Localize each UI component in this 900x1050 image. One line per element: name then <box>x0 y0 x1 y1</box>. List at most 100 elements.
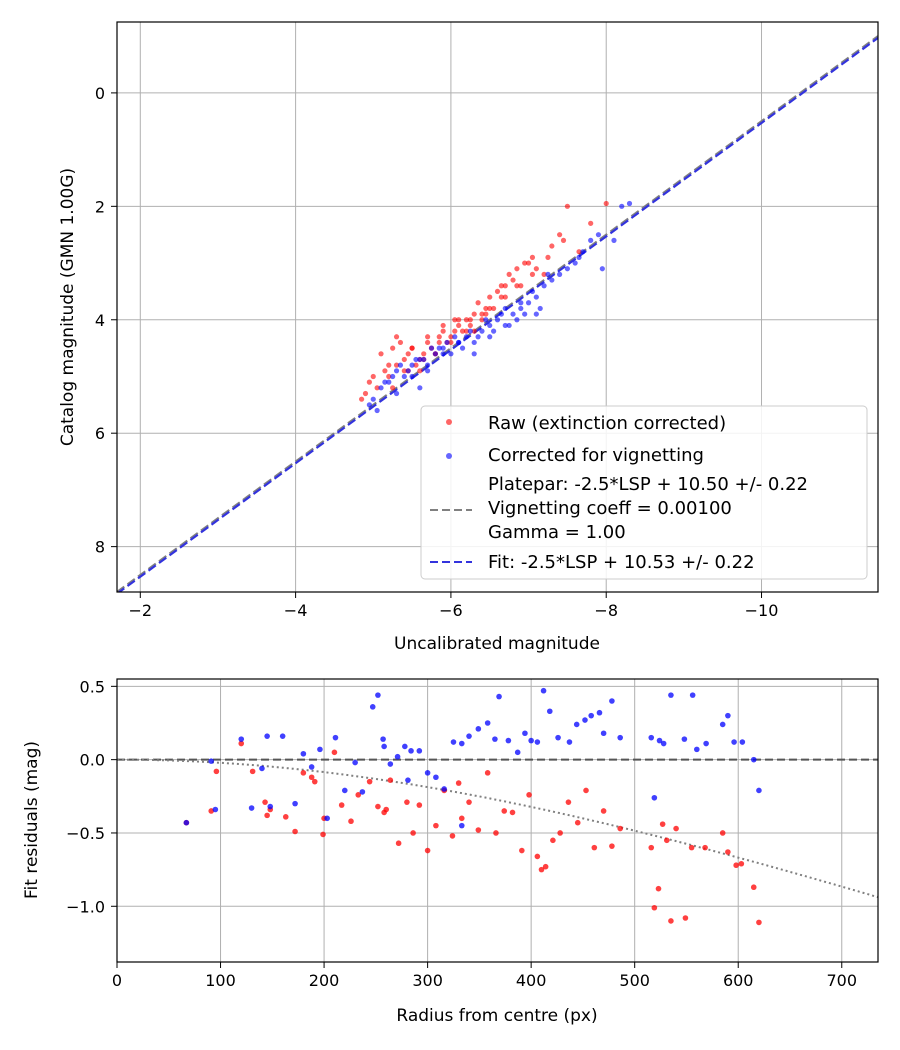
corrected-point <box>421 356 427 363</box>
raw-point <box>452 328 458 334</box>
bot-x-tick-label: 700 <box>826 971 857 990</box>
corrected-point <box>599 266 605 272</box>
legend-label-raw: Raw (extinction corrected) <box>488 413 726 434</box>
corrected-point <box>609 698 615 704</box>
corrected-point <box>300 750 307 757</box>
corrected-point <box>450 739 457 745</box>
corrected-point <box>405 368 411 374</box>
vignetting-curve <box>117 758 878 899</box>
top-axes-frame <box>116 21 879 593</box>
legend: Raw (extinction corrected) Corrected for… <box>420 405 868 580</box>
raw-point <box>348 818 354 825</box>
corrected-point <box>555 734 561 741</box>
bot-x-tick-label: 500 <box>619 971 650 990</box>
bottom-gridlines <box>116 679 878 962</box>
raw-point <box>463 328 470 334</box>
raw-point <box>663 837 670 844</box>
corrected-point <box>402 743 408 750</box>
corrected-point <box>458 822 465 829</box>
top-y-ticks: 0 2 4 6 8 <box>95 84 117 557</box>
corrected-point <box>534 739 541 745</box>
corrected-point <box>731 739 737 745</box>
residuals-plot: 0 100 200 300 400 500 600 700 0.5 0.0 −0.5 −1.0 Ra… <box>22 677 879 1026</box>
corrected-point <box>582 717 588 723</box>
corrected-point <box>668 692 674 698</box>
raw-point <box>448 339 454 346</box>
raw-point <box>463 317 470 323</box>
corrected-point <box>545 271 551 277</box>
top-y-tick-label: 6 <box>95 424 105 443</box>
raw-point <box>733 862 739 869</box>
corrected-point <box>212 806 219 813</box>
corrected-point <box>369 704 376 710</box>
raw-point <box>440 328 446 334</box>
raw-point <box>471 311 477 317</box>
raw-point <box>467 322 473 329</box>
corrected-point <box>267 803 274 810</box>
top-x-tick-label: −10 <box>745 601 779 620</box>
corrected-point <box>487 334 493 340</box>
raw-point <box>417 368 423 374</box>
top-data-points <box>359 200 633 414</box>
corrected-point <box>397 362 404 368</box>
corrected-point <box>380 736 386 742</box>
fit-line <box>117 36 878 592</box>
raw-point <box>498 294 504 300</box>
raw-point <box>529 254 536 260</box>
raw-point <box>538 866 545 873</box>
raw-point <box>549 243 555 249</box>
corrected-point <box>588 712 595 719</box>
corrected-point <box>393 368 400 374</box>
corrected-point <box>588 237 594 243</box>
raw-point <box>519 847 525 854</box>
raw-point <box>588 220 594 226</box>
corrected-point <box>405 777 411 783</box>
raw-point <box>738 860 745 867</box>
raw-point <box>409 345 415 351</box>
legend-label-gamma: Gamma = 1.00 <box>488 522 626 543</box>
bottom-axes-frame <box>116 678 879 963</box>
corrected-point <box>248 805 255 811</box>
corrected-point <box>522 730 528 737</box>
raw-point <box>487 305 493 312</box>
corrected-point <box>208 758 215 764</box>
bot-x-tick-label: 300 <box>412 971 443 990</box>
corrected-point <box>308 764 315 770</box>
corrected-point <box>487 322 493 329</box>
corrected-point <box>428 345 435 351</box>
raw-point <box>386 373 392 380</box>
corrected-point <box>359 789 366 795</box>
bottom-y-axis-label: Fit residuals (mag) <box>22 741 42 899</box>
corrected-point <box>502 305 508 312</box>
corrected-point <box>416 748 423 754</box>
corrected-point <box>756 787 762 794</box>
raw-point <box>456 317 462 323</box>
corrected-point <box>417 385 423 391</box>
raw-point <box>375 803 381 810</box>
raw-point <box>338 802 345 808</box>
corrected-point <box>596 709 603 716</box>
corrected-point <box>572 260 578 266</box>
raw-point <box>509 809 516 816</box>
raw-point <box>688 844 695 851</box>
raw-point <box>668 918 674 924</box>
raw-point <box>510 277 516 283</box>
raw-point <box>390 345 396 351</box>
raw-point <box>550 837 556 844</box>
corrected-point <box>467 328 473 334</box>
raw-point <box>213 768 220 775</box>
corrected-point <box>522 311 528 317</box>
raw-point <box>529 271 536 277</box>
corrected-point <box>475 726 482 732</box>
corrected-point <box>458 740 465 747</box>
corrected-point <box>580 249 586 255</box>
corrected-point <box>409 362 415 368</box>
raw-point <box>501 808 508 814</box>
calibration-plot: −2 −4 −6 −8 −10 0 2 4 6 8 Uncalibrated magnitude… <box>58 21 879 654</box>
raw-point <box>494 288 501 295</box>
bot-y-tick-label: −1.0 <box>66 897 105 916</box>
raw-point <box>557 830 563 836</box>
corrected-point <box>183 819 190 826</box>
bot-x-tick-label: 400 <box>516 971 547 990</box>
corrected-point <box>409 373 415 380</box>
